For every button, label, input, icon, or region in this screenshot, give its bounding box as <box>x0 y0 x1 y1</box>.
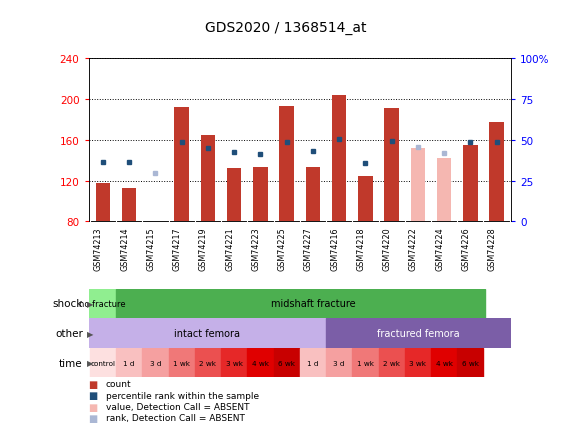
Text: rank, Detection Call = ABSENT: rank, Detection Call = ABSENT <box>106 414 244 422</box>
Bar <box>405 348 431 378</box>
Text: 6 wk: 6 wk <box>462 360 479 366</box>
Text: time: time <box>59 358 83 368</box>
Bar <box>300 348 326 378</box>
Bar <box>116 289 485 319</box>
Bar <box>332 95 347 222</box>
Bar <box>221 348 247 378</box>
Text: GSM74216: GSM74216 <box>330 227 339 270</box>
Text: GSM74223: GSM74223 <box>251 227 260 271</box>
Text: 3 d: 3 d <box>333 360 345 366</box>
Bar <box>200 135 215 222</box>
Bar <box>195 348 221 378</box>
Text: GSM74217: GSM74217 <box>172 227 182 271</box>
Text: midshaft fracture: midshaft fracture <box>271 299 356 309</box>
Bar <box>122 188 136 222</box>
Bar <box>411 148 425 222</box>
Text: GSM74215: GSM74215 <box>146 227 155 271</box>
Text: control: control <box>90 360 115 366</box>
Bar <box>352 348 379 378</box>
Text: GSM74224: GSM74224 <box>435 227 444 271</box>
Text: no fracture: no fracture <box>79 299 126 308</box>
Bar <box>116 348 142 378</box>
Text: value, Detection Call = ABSENT: value, Detection Call = ABSENT <box>106 402 249 411</box>
Bar <box>168 348 195 378</box>
Bar <box>326 348 352 378</box>
Bar <box>247 348 274 378</box>
Bar <box>90 348 116 378</box>
Bar <box>227 169 242 222</box>
Text: GDS2020 / 1368514_at: GDS2020 / 1368514_at <box>205 21 366 35</box>
Bar <box>89 319 326 348</box>
Bar <box>431 348 457 378</box>
Text: GSM74213: GSM74213 <box>94 227 103 270</box>
Bar <box>96 183 110 222</box>
Bar <box>305 168 320 222</box>
Bar <box>279 107 294 222</box>
Bar <box>457 348 484 378</box>
Text: 3 wk: 3 wk <box>226 360 243 366</box>
Text: 1 d: 1 d <box>307 360 319 366</box>
Text: intact femora: intact femora <box>174 329 240 338</box>
Text: 6 wk: 6 wk <box>278 360 295 366</box>
Text: GSM74214: GSM74214 <box>120 227 129 270</box>
Text: GSM74227: GSM74227 <box>304 227 313 271</box>
Bar <box>326 319 511 348</box>
Text: 1 d: 1 d <box>123 360 135 366</box>
Text: percentile rank within the sample: percentile rank within the sample <box>106 391 259 400</box>
Text: GSM74228: GSM74228 <box>488 227 497 271</box>
Text: 1 wk: 1 wk <box>357 360 374 366</box>
Text: GSM74218: GSM74218 <box>356 227 365 270</box>
Bar <box>142 348 168 378</box>
Bar <box>437 159 451 222</box>
Bar <box>463 145 477 222</box>
Text: shock: shock <box>53 299 83 309</box>
Text: ▶: ▶ <box>87 329 94 338</box>
Text: fractured femora: fractured femora <box>377 329 460 338</box>
Bar <box>89 289 116 319</box>
Text: ■: ■ <box>89 413 98 423</box>
Text: GSM74220: GSM74220 <box>383 227 392 271</box>
Text: 3 d: 3 d <box>150 360 161 366</box>
Text: ■: ■ <box>89 379 98 389</box>
Bar <box>253 168 268 222</box>
Text: count: count <box>106 380 131 388</box>
Bar <box>175 108 189 222</box>
Text: ■: ■ <box>89 402 98 411</box>
Text: 4 wk: 4 wk <box>436 360 453 366</box>
Text: ■: ■ <box>89 391 98 400</box>
Text: 2 wk: 2 wk <box>199 360 216 366</box>
Text: GSM74225: GSM74225 <box>278 227 287 271</box>
Bar <box>274 348 300 378</box>
Bar <box>489 123 504 222</box>
Text: 3 wk: 3 wk <box>409 360 427 366</box>
Text: GSM74226: GSM74226 <box>461 227 471 271</box>
Text: 4 wk: 4 wk <box>252 360 269 366</box>
Text: ▶: ▶ <box>87 358 94 367</box>
Text: 1 wk: 1 wk <box>173 360 190 366</box>
Text: GSM74219: GSM74219 <box>199 227 208 271</box>
Text: GSM74222: GSM74222 <box>409 227 418 271</box>
Text: GSM74221: GSM74221 <box>225 227 234 271</box>
Text: ▶: ▶ <box>87 299 94 308</box>
Bar <box>358 177 373 222</box>
Text: other: other <box>55 329 83 338</box>
Bar <box>379 348 405 378</box>
Text: 2 wk: 2 wk <box>383 360 400 366</box>
Bar <box>384 109 399 222</box>
